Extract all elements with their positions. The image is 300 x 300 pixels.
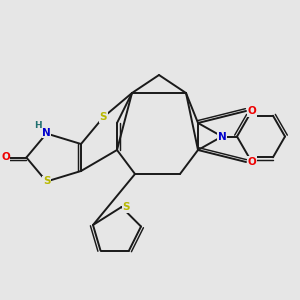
Text: O: O — [248, 106, 256, 116]
Text: S: S — [43, 176, 50, 187]
Text: S: S — [100, 112, 107, 122]
Text: S: S — [122, 202, 130, 212]
Text: N: N — [42, 128, 51, 138]
Text: H: H — [34, 121, 41, 130]
Text: O: O — [248, 157, 256, 167]
Text: O: O — [1, 152, 10, 163]
Text: N: N — [218, 131, 226, 142]
